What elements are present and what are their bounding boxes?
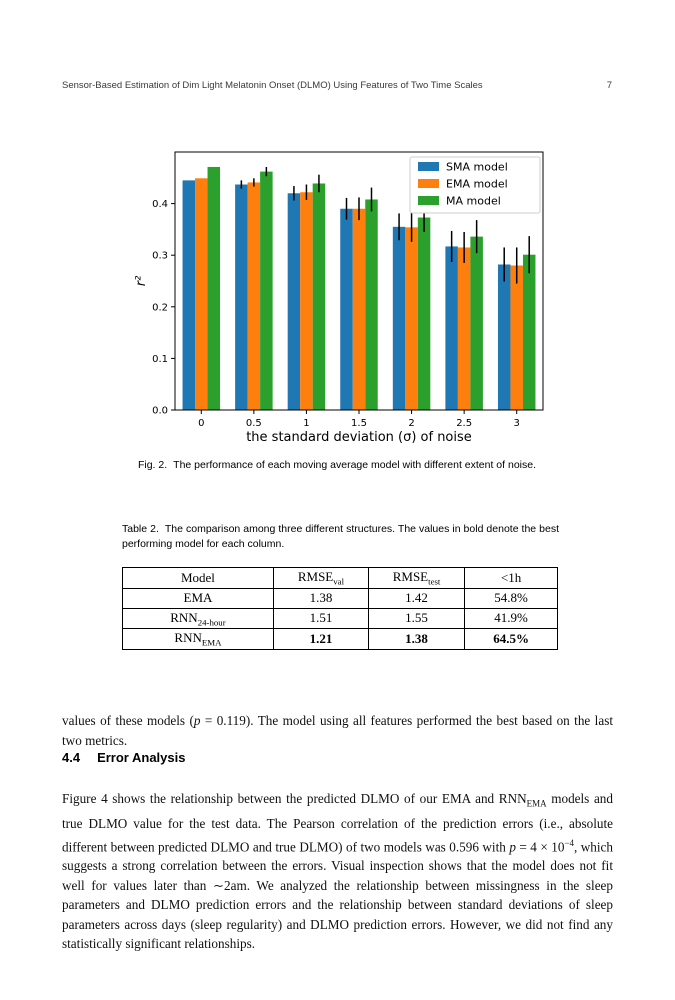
- table-caption-label: Table 2.: [122, 523, 159, 535]
- cell-model: EMA: [122, 587, 274, 609]
- table-header-row: Model RMSEval RMSEtest <1h: [122, 567, 558, 589]
- legend-swatch: [418, 196, 439, 205]
- cell-rmse-val: 1.21: [272, 628, 369, 650]
- cell-lt1h: 54.8%: [464, 587, 558, 609]
- bar-series-2: [195, 178, 523, 410]
- bar: [522, 254, 536, 410]
- svg-text:0.5: 0.5: [246, 418, 262, 429]
- cell-lt1h: 64.5%: [464, 628, 558, 650]
- bar: [207, 166, 221, 410]
- section-title: Error Analysis: [97, 750, 186, 765]
- cell-rmse-test: 1.42: [367, 587, 466, 609]
- bar: [312, 183, 326, 410]
- svg-text:1: 1: [303, 418, 309, 429]
- svg-text:0.2: 0.2: [152, 302, 168, 313]
- cell-rmse-val: 1.51: [272, 607, 369, 630]
- svg-text:3: 3: [514, 418, 520, 429]
- bar: [457, 247, 471, 410]
- bar: [287, 193, 301, 410]
- figure-caption-text: The performance of each moving average m…: [173, 459, 537, 471]
- page-number: 7: [606, 80, 612, 91]
- cell-rmse-val: 1.38: [272, 587, 369, 609]
- bar-series-1: [182, 180, 511, 410]
- bar: [405, 227, 418, 410]
- comparison-table: Model RMSEval RMSEtest <1h EMA 1.38 1.42…: [122, 567, 558, 650]
- legend-label: SMA model: [446, 161, 508, 174]
- svg-text:1.5: 1.5: [351, 418, 367, 429]
- bar: [445, 246, 458, 410]
- table-caption: Table 2. The comparison among three diffe…: [122, 522, 559, 552]
- error-bars-group: [240, 166, 530, 284]
- bar: [470, 236, 483, 410]
- legend: SMA model EMA model MA model: [409, 156, 541, 214]
- cell-rmse-test: 1.38: [367, 628, 466, 650]
- section-heading-error-analysis: 4.4 Error Analysis: [62, 750, 613, 765]
- col-header-lt1h: <1h: [464, 567, 558, 589]
- bar: [235, 184, 248, 410]
- paragraph-continuation: values of these models (p = 0.119). The …: [62, 713, 613, 748]
- bar: [497, 264, 511, 410]
- bar: [352, 208, 366, 410]
- table-caption-text: The comparison among three different str…: [122, 523, 559, 550]
- figure-caption-label: Fig. 2.: [137, 459, 168, 471]
- table-row: RNNEMA 1.21 1.38 64.5%: [122, 628, 558, 650]
- bar: [340, 208, 353, 410]
- figure-2-chart: 0.0 0.1 0.2 0.3 0.4 0 0.5 1 1.5 2 2.5 3 the standard…: [133, 145, 545, 445]
- bar: [195, 178, 208, 410]
- svg-text:2.5: 2.5: [456, 418, 472, 429]
- bar: [365, 199, 378, 410]
- svg-text:0.0: 0.0: [152, 406, 168, 417]
- cell-rmse-test: 1.55: [367, 607, 466, 630]
- bars-group: [182, 166, 536, 410]
- table-row: EMA 1.38 1.42 54.8%: [122, 587, 558, 609]
- col-header-rmse-test: RMSEtest: [367, 567, 466, 589]
- bar: [392, 226, 406, 410]
- bar: [260, 171, 273, 410]
- bar-series-3: [207, 166, 536, 410]
- y-axis-label: r²: [134, 276, 149, 287]
- figure-caption: Fig. 2. The performance of each moving av…: [62, 459, 612, 471]
- svg-text:2: 2: [408, 418, 414, 429]
- table-row: RNN24-hour 1.51 1.55 41.9%: [122, 607, 558, 630]
- bar: [247, 182, 261, 410]
- svg-text:0.1: 0.1: [152, 354, 168, 365]
- legend-swatch: [418, 162, 439, 171]
- col-header-model: Model: [122, 567, 274, 589]
- legend-label: MA model: [446, 195, 501, 208]
- section-number: 4.4: [62, 750, 81, 765]
- svg-text:0: 0: [198, 418, 204, 429]
- svg-text:0.3: 0.3: [152, 251, 168, 262]
- paragraph-error-analysis: Figure 4 shows the relationship between …: [62, 791, 613, 952]
- legend-swatch: [418, 179, 439, 188]
- y-axis: 0.0 0.1 0.2 0.3 0.4: [152, 199, 175, 417]
- running-header: Sensor-Based Estimation of Dim Light Mel…: [62, 80, 612, 91]
- bar: [300, 192, 313, 410]
- cell-model: RNN24-hour: [122, 607, 274, 630]
- legend-label: EMA model: [446, 178, 508, 191]
- bar: [182, 180, 196, 410]
- cell-model: RNNEMA: [122, 628, 274, 650]
- x-axis-label: the standard deviation (σ) of noise: [246, 430, 472, 445]
- bar: [510, 265, 523, 410]
- x-axis: 0 0.5 1 1.5 2 2.5 3: [198, 410, 520, 429]
- header-title: Sensor-Based Estimation of Dim Light Mel…: [62, 80, 483, 91]
- bar: [417, 217, 431, 410]
- cell-lt1h: 41.9%: [464, 607, 558, 630]
- svg-text:0.4: 0.4: [152, 199, 168, 210]
- col-header-rmse-val: RMSEval: [272, 567, 369, 589]
